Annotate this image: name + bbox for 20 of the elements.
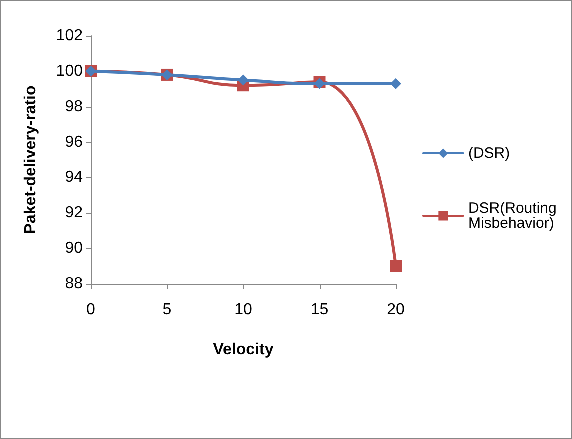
y-tick-label: 88 xyxy=(65,276,84,292)
x-tick-label: 5 xyxy=(162,302,172,318)
legend-label: DSR(Routing Misbehavior) xyxy=(468,200,562,232)
y-tick-label: 98 xyxy=(65,98,84,116)
legend-label: (DSR) xyxy=(468,145,510,162)
x-tick-label: 10 xyxy=(234,302,252,318)
y-tick-label: 94 xyxy=(65,169,84,186)
y-tick-label: 100 xyxy=(56,62,84,80)
y-tick-label: 102 xyxy=(56,28,84,44)
y-tick-label: 92 xyxy=(65,204,84,222)
x-tick-label: 15 xyxy=(310,302,329,318)
point xyxy=(238,74,249,86)
point xyxy=(390,260,402,272)
x-tick-label: 0 xyxy=(86,302,96,318)
y-tick-label: 96 xyxy=(65,134,84,151)
x-axis-title: Velocity xyxy=(213,342,274,358)
x-tick-label: 20 xyxy=(387,302,405,318)
y-axis-title: Paket-delivery-ratio xyxy=(22,86,40,234)
y-tick-label: 90 xyxy=(65,240,84,258)
point xyxy=(390,78,402,90)
